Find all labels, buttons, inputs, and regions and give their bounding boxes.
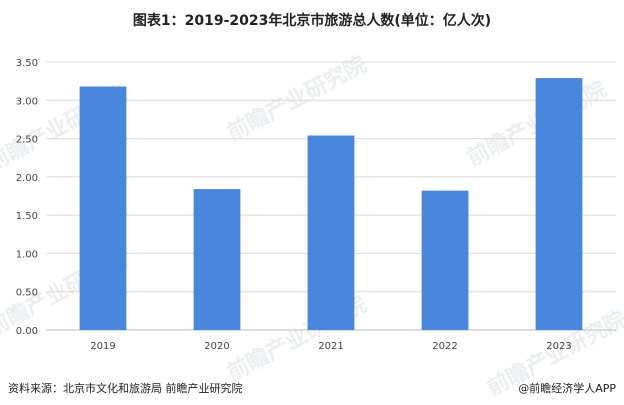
bar-2021 <box>307 135 355 330</box>
source-note: 资料来源：北京市文化和旅游局 前瞻产业研究院 <box>8 382 243 395</box>
x-tick-label: 2022 <box>432 341 457 352</box>
y-tick-label: 1.00 <box>16 249 38 260</box>
y-tick-label: 0.00 <box>16 326 38 337</box>
y-tick-label: 3.50 <box>16 58 38 69</box>
y-tick-label: 0.50 <box>16 288 38 299</box>
y-tick-label: 1.50 <box>16 211 38 222</box>
bar-2022 <box>421 190 469 330</box>
bar-2023 <box>535 78 583 330</box>
y-tick-label: 2.00 <box>16 173 38 184</box>
y-tick-label: 2.50 <box>16 135 38 146</box>
chart-title: 图表1：2019-2023年北京市旅游总人数(单位：亿人次) <box>132 13 492 29</box>
x-tick-labels: 2019 2020 2021 2022 2023 <box>90 341 571 352</box>
bar-2019 <box>79 86 127 330</box>
y-tick-labels: 0.00 0.50 1.00 1.50 2.00 2.50 3.00 3.50 <box>16 58 38 337</box>
watermark-text: 前瞻产业研究院 <box>223 51 371 146</box>
y-tick-label: 3.00 <box>16 96 38 107</box>
bars <box>79 78 583 330</box>
x-tick-label: 2020 <box>204 341 229 352</box>
credit-note: @前瞻经济学人APP <box>518 382 616 395</box>
x-tick-label: 2019 <box>90 341 115 352</box>
bar-2020 <box>193 189 241 330</box>
x-tick-label: 2021 <box>318 341 343 352</box>
x-tick-label: 2023 <box>546 341 571 352</box>
